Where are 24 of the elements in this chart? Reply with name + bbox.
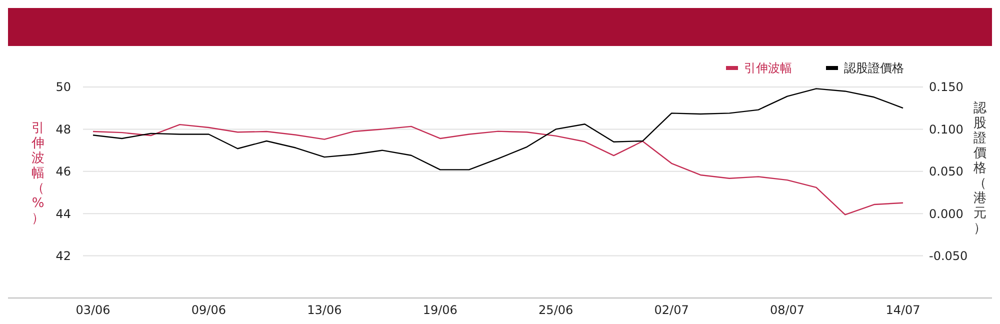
line-series bbox=[92, 124, 904, 216]
x-tick-label: 09/06 bbox=[191, 303, 226, 317]
line-series bbox=[92, 88, 904, 170]
y2-tick-label: 0.100 bbox=[929, 122, 964, 136]
legend-label: 認股證價格 bbox=[844, 61, 904, 76]
y-tick-label: 42 bbox=[56, 249, 71, 263]
y2-tick-label: 0.150 bbox=[929, 80, 964, 94]
x-tick-label: 03/06 bbox=[76, 303, 110, 317]
x-tick-label: 14/07 bbox=[886, 303, 920, 317]
y2-tick-label: 0.050 bbox=[929, 164, 964, 179]
x-tick-label: 13/06 bbox=[307, 303, 342, 317]
x-tick-label: 25/06 bbox=[538, 303, 574, 317]
legend-label: 引伸波幅 bbox=[744, 61, 792, 76]
y2-tick-label: 0.000 bbox=[929, 206, 964, 221]
y-axis-title: 引伸波幅（%） bbox=[30, 121, 44, 226]
x-tick-label: 02/07 bbox=[654, 303, 689, 317]
text: 認股證價格（港元） bbox=[974, 101, 986, 236]
y-tick-label: 48 bbox=[56, 122, 71, 136]
y-tick-label: 46 bbox=[56, 164, 71, 179]
y-tick-label: 44 bbox=[56, 206, 71, 221]
x-tick-label: 08/07 bbox=[770, 303, 805, 317]
x-tick-label: 19/06 bbox=[422, 303, 458, 317]
y2-tick-label: -0.050 bbox=[929, 249, 968, 263]
y-tick-label: 50 bbox=[56, 80, 71, 94]
